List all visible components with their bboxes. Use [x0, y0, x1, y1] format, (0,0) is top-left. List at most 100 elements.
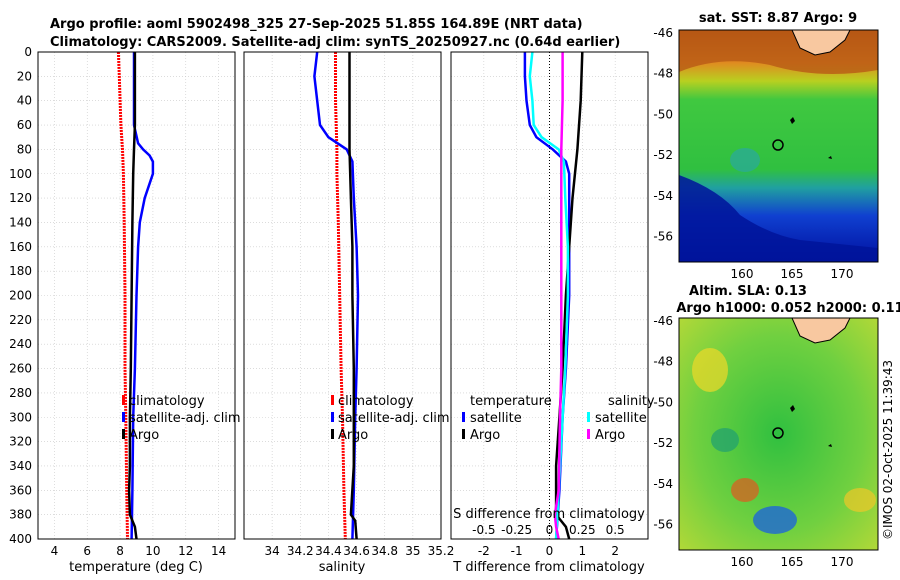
s-tick-label: 0.5: [606, 523, 625, 537]
legend-label-s-argo: Argo: [595, 428, 625, 443]
x-tick-label: 34: [265, 544, 280, 558]
legend-label-s-satellite: satellite: [595, 411, 647, 426]
lon-tick-label: 170: [831, 555, 854, 569]
salinity-panel: 34 34.2 34.4 34.6 34.8 35 35.2 salinity climat…: [243, 51, 455, 575]
timestamp-stamp: ©IMOS 02-Oct-2025 11:39:43: [881, 360, 895, 540]
series-line-climatology: [334, 52, 347, 540]
depth-tick-labels: 0 20 40 60 80 100 120 140 160 180 200 220 240 260 280 3…: [9, 45, 32, 546]
difference-axes-frame: [450, 51, 649, 540]
depth-tick-label: 340: [9, 459, 32, 473]
legend-swatch-t-argo: [462, 429, 465, 439]
legend-label-t-satellite: satellite: [470, 411, 522, 426]
s-difference-axis-label: S difference from climatology: [453, 507, 645, 522]
sla-anomaly-low: [753, 506, 797, 534]
sla-map-title: Altim. SLA: 0.13: [689, 284, 807, 299]
s-tick-label: 0: [546, 523, 554, 537]
depth-tick-label: 400: [9, 532, 32, 546]
lon-tick-label: 160: [731, 555, 754, 569]
sla-anomaly-high: [731, 478, 759, 502]
depth-tick-label: 200: [9, 289, 32, 303]
salinity-legend: climatology satellite-adj. clim Argo: [331, 394, 450, 443]
depth-tick-label: 180: [9, 264, 32, 278]
s-tick-label: -0.5: [472, 523, 495, 537]
lat-tick-label: -50: [653, 107, 673, 121]
t-difference-tick-labels: -2 -1 0 1 2: [478, 544, 619, 558]
series-line-salinity-satellite: [528, 51, 570, 540]
lat-tick-label: -52: [653, 148, 673, 162]
depth-tick-label: 280: [9, 386, 32, 400]
depth-tick-label: 100: [9, 167, 32, 181]
sst-eddy: [730, 148, 760, 172]
x-tick-label: 10: [145, 544, 160, 558]
legend-label-argo: Argo: [129, 428, 159, 443]
lat-tick-label: -50: [653, 395, 673, 409]
x-tick-label: -1: [511, 544, 523, 558]
difference-panel: -2 -1 0 1 2 T difference from climatology S …: [450, 51, 655, 575]
sla-map-subtitle: Argo h1000: 0.052 h2000: 0.11: [676, 301, 900, 316]
t-difference-axis-label: T difference from climatology: [452, 560, 645, 575]
x-tick-label: 34.4: [315, 544, 342, 558]
x-tick-label: 4: [51, 544, 59, 558]
island-icon: [790, 117, 832, 159]
island-icon: [790, 405, 832, 447]
argo-location-marker: [772, 139, 784, 151]
x-tick-label: 35.2: [428, 544, 455, 558]
salinity-tick-labels: 34 34.2 34.4 34.6 34.8 35 35.2: [265, 544, 455, 558]
legend-swatch-argo: [331, 429, 334, 439]
sst-map: sat. SST: 8.87 Argo: 9 -46 -48 -50 -52 -54 -5…: [653, 11, 879, 281]
legend-header-salinity: salinity: [608, 394, 655, 409]
argo-location-marker: [772, 427, 784, 439]
x-tick-label: 35: [405, 544, 420, 558]
series-line-satellite-adj-clim: [130, 52, 155, 540]
temperature-series: [116, 51, 155, 540]
legend-header-temperature: temperature: [470, 394, 552, 409]
salinity-axis-label: salinity: [319, 560, 366, 575]
depth-tick-label: 360: [9, 483, 32, 497]
x-tick-label: 1: [579, 544, 587, 558]
salinity-axes-frame: [243, 51, 442, 540]
temperature-tick-labels: 4 6 8 10 12 14: [51, 544, 227, 558]
x-tick-label: 12: [178, 544, 193, 558]
sst-lat-tick-labels: -46 -48 -50 -52 -54 -56: [653, 26, 673, 244]
lon-tick-label: 165: [781, 555, 804, 569]
x-tick-label: 34.6: [343, 544, 370, 558]
x-tick-label: 2: [611, 544, 619, 558]
lon-tick-label: 165: [781, 267, 804, 281]
sla-anomaly-high: [844, 488, 876, 512]
legend-swatch-climatology: [331, 395, 334, 405]
depth-tick-label: 240: [9, 337, 32, 351]
x-tick-label: 34.8: [371, 544, 398, 558]
temperature-axis-label: temperature (deg C): [69, 560, 203, 575]
x-tick-label: 8: [116, 544, 124, 558]
legend-swatch-satellite: [122, 412, 125, 422]
legend-swatch-argo: [122, 429, 125, 439]
s-tick-label: 0.25: [569, 523, 596, 537]
series-line-salinity-argo: [553, 52, 564, 540]
legend-label-satellite: satellite-adj. clim: [338, 411, 450, 426]
sla-lat-tick-labels: -46 -48 -50 -52 -54 -56: [653, 314, 673, 532]
depth-tick-label: 160: [9, 240, 32, 254]
legend-swatch-satellite: [331, 412, 334, 422]
sst-map-frame: [678, 29, 879, 263]
lat-tick-label: -46: [653, 26, 673, 40]
depth-tick-label: 220: [9, 313, 32, 327]
title-line-2: Climatology: CARS2009. Satellite-adj cli…: [50, 35, 620, 50]
depth-tick-label: 260: [9, 362, 32, 376]
lat-tick-label: -52: [653, 436, 673, 450]
x-tick-label: -2: [478, 544, 490, 558]
lon-tick-label: 170: [831, 267, 854, 281]
temperature-axes-frame: [37, 51, 236, 540]
lat-tick-label: -56: [653, 518, 673, 532]
legend-label-satellite: satellite-adj. clim: [129, 411, 241, 426]
depth-tick-label: 380: [9, 508, 32, 522]
s-tick-label: -0.25: [501, 523, 532, 537]
legend-label-climatology: climatology: [129, 394, 205, 409]
depth-tick-label: 140: [9, 215, 32, 229]
series-line-argo: [127, 52, 138, 540]
depth-tick-label: 300: [9, 410, 32, 424]
temperature-legend: climatology satellite-adj. clim Argo: [122, 394, 241, 443]
lat-tick-label: -54: [653, 189, 673, 203]
legend-label-t-argo: Argo: [470, 428, 500, 443]
difference-series: [523, 51, 584, 540]
